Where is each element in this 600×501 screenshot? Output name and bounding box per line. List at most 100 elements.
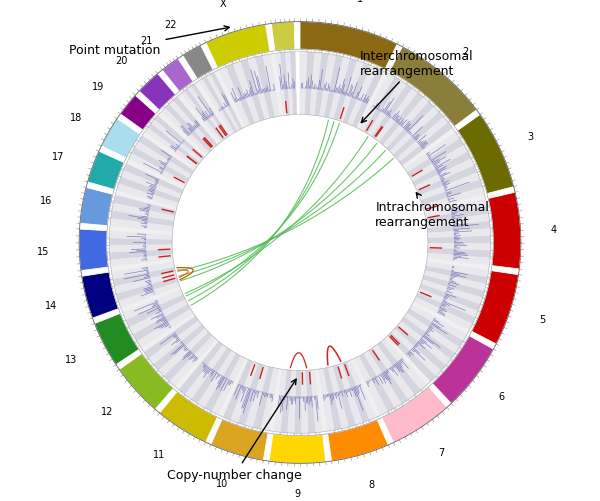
Polygon shape	[428, 248, 491, 259]
Text: 7: 7	[438, 447, 445, 457]
Polygon shape	[122, 290, 183, 320]
Text: 12: 12	[101, 406, 113, 416]
Polygon shape	[364, 351, 401, 408]
Polygon shape	[382, 387, 447, 443]
Polygon shape	[347, 360, 376, 420]
Polygon shape	[393, 112, 443, 159]
Polygon shape	[400, 123, 452, 166]
Polygon shape	[280, 53, 290, 116]
Polygon shape	[389, 48, 476, 127]
Polygon shape	[88, 152, 124, 190]
Polygon shape	[305, 53, 314, 116]
Polygon shape	[273, 369, 287, 432]
Polygon shape	[371, 85, 412, 140]
Polygon shape	[101, 119, 140, 159]
Polygon shape	[425, 200, 487, 219]
Polygon shape	[230, 362, 258, 423]
Polygon shape	[165, 105, 212, 153]
Text: 22: 22	[164, 20, 177, 30]
Polygon shape	[417, 166, 478, 196]
Polygon shape	[154, 116, 205, 160]
Polygon shape	[354, 356, 388, 415]
Polygon shape	[433, 336, 493, 404]
Polygon shape	[233, 62, 260, 123]
Polygon shape	[133, 305, 190, 342]
Polygon shape	[364, 78, 401, 134]
Polygon shape	[161, 109, 209, 155]
Polygon shape	[287, 370, 296, 433]
Polygon shape	[427, 214, 490, 228]
Text: 14: 14	[44, 301, 57, 310]
Polygon shape	[191, 348, 232, 404]
Text: 2: 2	[463, 47, 469, 57]
Polygon shape	[109, 245, 172, 253]
Polygon shape	[211, 356, 245, 415]
Polygon shape	[148, 124, 200, 166]
Polygon shape	[137, 309, 193, 348]
Polygon shape	[419, 285, 481, 311]
Polygon shape	[338, 61, 364, 123]
Polygon shape	[110, 255, 173, 267]
Polygon shape	[343, 64, 371, 124]
Polygon shape	[115, 273, 176, 294]
Polygon shape	[169, 336, 216, 387]
Text: Intrachromosomal
rearrangement: Intrachromosomal rearrangement	[376, 193, 489, 228]
Polygon shape	[383, 98, 429, 149]
Polygon shape	[421, 180, 482, 206]
Text: 1: 1	[356, 0, 363, 4]
Polygon shape	[119, 177, 180, 203]
Polygon shape	[198, 351, 236, 408]
Polygon shape	[300, 23, 397, 70]
Text: 8: 8	[369, 479, 375, 489]
Polygon shape	[401, 317, 455, 360]
Polygon shape	[373, 345, 415, 400]
Text: 11: 11	[154, 449, 166, 459]
Polygon shape	[135, 142, 191, 179]
Polygon shape	[179, 342, 223, 395]
Polygon shape	[428, 243, 491, 251]
Polygon shape	[112, 203, 175, 221]
Text: 3: 3	[527, 132, 533, 142]
Text: Interchromosomal
rearrangement: Interchromosomal rearrangement	[360, 50, 474, 123]
Polygon shape	[80, 188, 113, 226]
Polygon shape	[323, 368, 341, 430]
Polygon shape	[164, 332, 212, 382]
Polygon shape	[205, 354, 241, 412]
Polygon shape	[472, 271, 518, 344]
Polygon shape	[342, 362, 370, 423]
Text: Point mutation: Point mutation	[69, 27, 229, 57]
Polygon shape	[397, 118, 448, 162]
Polygon shape	[314, 54, 329, 117]
Polygon shape	[285, 53, 293, 116]
Polygon shape	[121, 171, 182, 199]
Polygon shape	[111, 211, 174, 226]
Polygon shape	[79, 229, 109, 271]
Polygon shape	[426, 262, 489, 278]
Polygon shape	[424, 271, 486, 291]
Polygon shape	[144, 317, 199, 359]
Polygon shape	[226, 65, 255, 125]
Polygon shape	[158, 329, 209, 376]
Text: 19: 19	[92, 81, 104, 91]
Polygon shape	[119, 354, 173, 409]
Polygon shape	[118, 282, 180, 308]
Polygon shape	[377, 342, 421, 395]
Polygon shape	[391, 329, 441, 377]
Polygon shape	[128, 154, 187, 187]
Polygon shape	[109, 238, 172, 246]
Text: 21: 21	[140, 36, 152, 46]
Polygon shape	[110, 218, 173, 232]
Polygon shape	[337, 364, 362, 425]
Polygon shape	[218, 68, 250, 127]
Text: 16: 16	[40, 196, 53, 206]
Text: 20: 20	[115, 56, 128, 66]
Polygon shape	[280, 370, 292, 433]
Polygon shape	[148, 321, 202, 365]
Polygon shape	[359, 74, 395, 132]
Text: X: X	[220, 0, 226, 9]
Text: 17: 17	[52, 152, 64, 162]
Polygon shape	[253, 367, 274, 429]
Polygon shape	[407, 309, 463, 348]
Polygon shape	[428, 229, 491, 238]
Polygon shape	[248, 58, 270, 120]
